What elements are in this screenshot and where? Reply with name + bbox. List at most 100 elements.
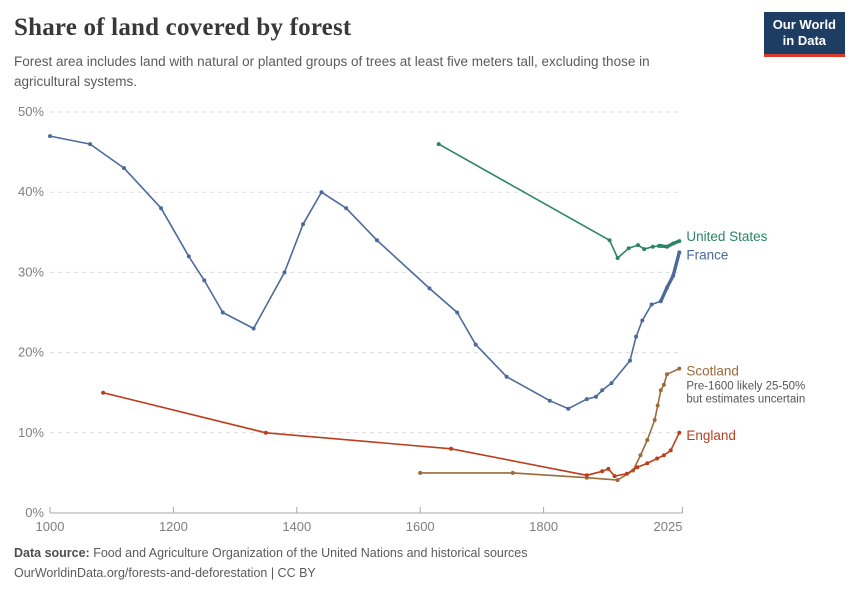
series-line-england (102, 391, 681, 477)
data-point-united-states (671, 241, 676, 246)
series-annotation-scotland-line2: but estimates uncertain (686, 394, 805, 406)
series-annotation-scotland-line1: Pre-1600 likely 25-50% (686, 381, 805, 393)
data-source-text: Food and Agriculture Organization of the… (89, 546, 528, 560)
data-point-france (251, 326, 256, 331)
data-point-scotland (638, 453, 643, 458)
data-point-england (600, 469, 605, 474)
y-tick-label-50: 50% (18, 104, 44, 119)
x-tick-label-1800: 1800 (529, 519, 558, 534)
data-point-france (634, 334, 639, 339)
data-point-united-states (626, 246, 631, 251)
data-point-england (584, 473, 589, 478)
y-tick-label-20: 20% (18, 345, 44, 360)
x-tick-label-1200: 1200 (159, 519, 188, 534)
data-point-france (159, 206, 164, 211)
data-point-united-states (642, 247, 647, 252)
data-point-france (48, 134, 52, 139)
data-point-scotland (658, 388, 663, 393)
data-point-england (449, 446, 454, 451)
data-point-england (101, 390, 106, 395)
x-tick-label-1400: 1400 (282, 519, 311, 534)
data-point-england (645, 461, 650, 466)
data-point-england (624, 471, 629, 476)
data-point-england (661, 453, 666, 458)
data-point-scotland (615, 478, 620, 483)
data-source-line: Data source: Food and Agriculture Organi… (14, 543, 527, 563)
data-point-france (88, 142, 93, 147)
data-point-france (282, 270, 287, 275)
data-point-france (671, 273, 676, 278)
data-point-france (301, 222, 305, 227)
data-point-france (566, 406, 571, 411)
data-point-france (594, 394, 598, 399)
owid-link[interactable]: OurWorldinData.org/forests-and-deforesta… (14, 566, 316, 580)
owid-logo-line2: in Data (782, 33, 827, 49)
data-point-scotland (665, 372, 669, 377)
data-point-united-states (636, 243, 640, 248)
data-point-united-states (436, 142, 441, 147)
series-line-recent-france (659, 250, 681, 303)
y-tick-label-10: 10% (18, 425, 44, 440)
data-point-france (202, 278, 207, 283)
data-point-france (584, 397, 589, 402)
data-point-france (600, 388, 605, 393)
data-point-france (473, 342, 478, 347)
owid-logo-line1: Our World (772, 17, 836, 32)
data-point-scotland (652, 418, 657, 422)
data-point-england (612, 474, 617, 479)
series-line-recent-united-states (659, 239, 681, 249)
data-point-france (649, 302, 654, 307)
data-point-scotland (510, 470, 515, 475)
data-point-united-states (615, 256, 620, 260)
data-source-label: Data source: (14, 546, 90, 560)
data-point-france (344, 206, 349, 211)
data-point-scotland (645, 438, 650, 442)
x-tick-label-1600: 1600 (406, 519, 435, 534)
data-point-england (677, 430, 682, 435)
data-point-united-states (658, 243, 663, 248)
series-label-france[interactable]: France (686, 247, 728, 262)
data-point-england (668, 448, 673, 453)
data-point-france (220, 310, 225, 315)
data-point-scotland (418, 470, 423, 475)
data-point-france (504, 374, 509, 379)
data-point-united-states (677, 239, 682, 244)
data-point-united-states (650, 244, 655, 249)
x-tick-label-1000: 1000 (36, 519, 65, 534)
y-tick-label-0: 0% (25, 505, 44, 520)
series-label-united-states[interactable]: United States (686, 229, 767, 244)
data-point-france (640, 318, 645, 323)
data-point-england (635, 465, 640, 470)
chart-footer: Data source: Food and Agriculture Organi… (14, 543, 527, 583)
y-tick-label-40: 40% (18, 184, 44, 199)
data-point-france (455, 310, 460, 315)
data-point-england (655, 456, 660, 461)
chart-header: Share of land covered by forest Forest a… (14, 14, 754, 91)
data-point-france (658, 299, 663, 304)
data-point-france (319, 190, 324, 195)
x-tick-label-2025: 2025 (654, 519, 683, 534)
data-point-scotland (655, 403, 660, 408)
data-point-united-states (665, 244, 669, 249)
data-point-france (677, 250, 682, 255)
data-point-england (606, 466, 611, 471)
chart-subtitle: Forest area includes land with natural o… (14, 54, 650, 89)
data-point-france (375, 238, 379, 243)
data-point-scotland (661, 382, 666, 387)
page-title: Share of land covered by forest (14, 14, 352, 41)
owid-logo[interactable]: Our World in Data (763, 12, 845, 57)
data-point-france (628, 358, 632, 363)
data-point-scotland (677, 366, 682, 371)
series-line-scotland (419, 367, 681, 481)
series-label-england[interactable]: England (686, 428, 736, 443)
series-label-scotland[interactable]: Scotland (686, 364, 739, 379)
y-tick-label-30: 30% (18, 264, 44, 279)
data-point-france (427, 286, 432, 291)
data-point-united-states (607, 238, 612, 243)
series-line-united-states (437, 143, 681, 259)
data-point-france (547, 398, 552, 403)
data-point-england (263, 430, 268, 435)
data-point-france (609, 381, 614, 386)
